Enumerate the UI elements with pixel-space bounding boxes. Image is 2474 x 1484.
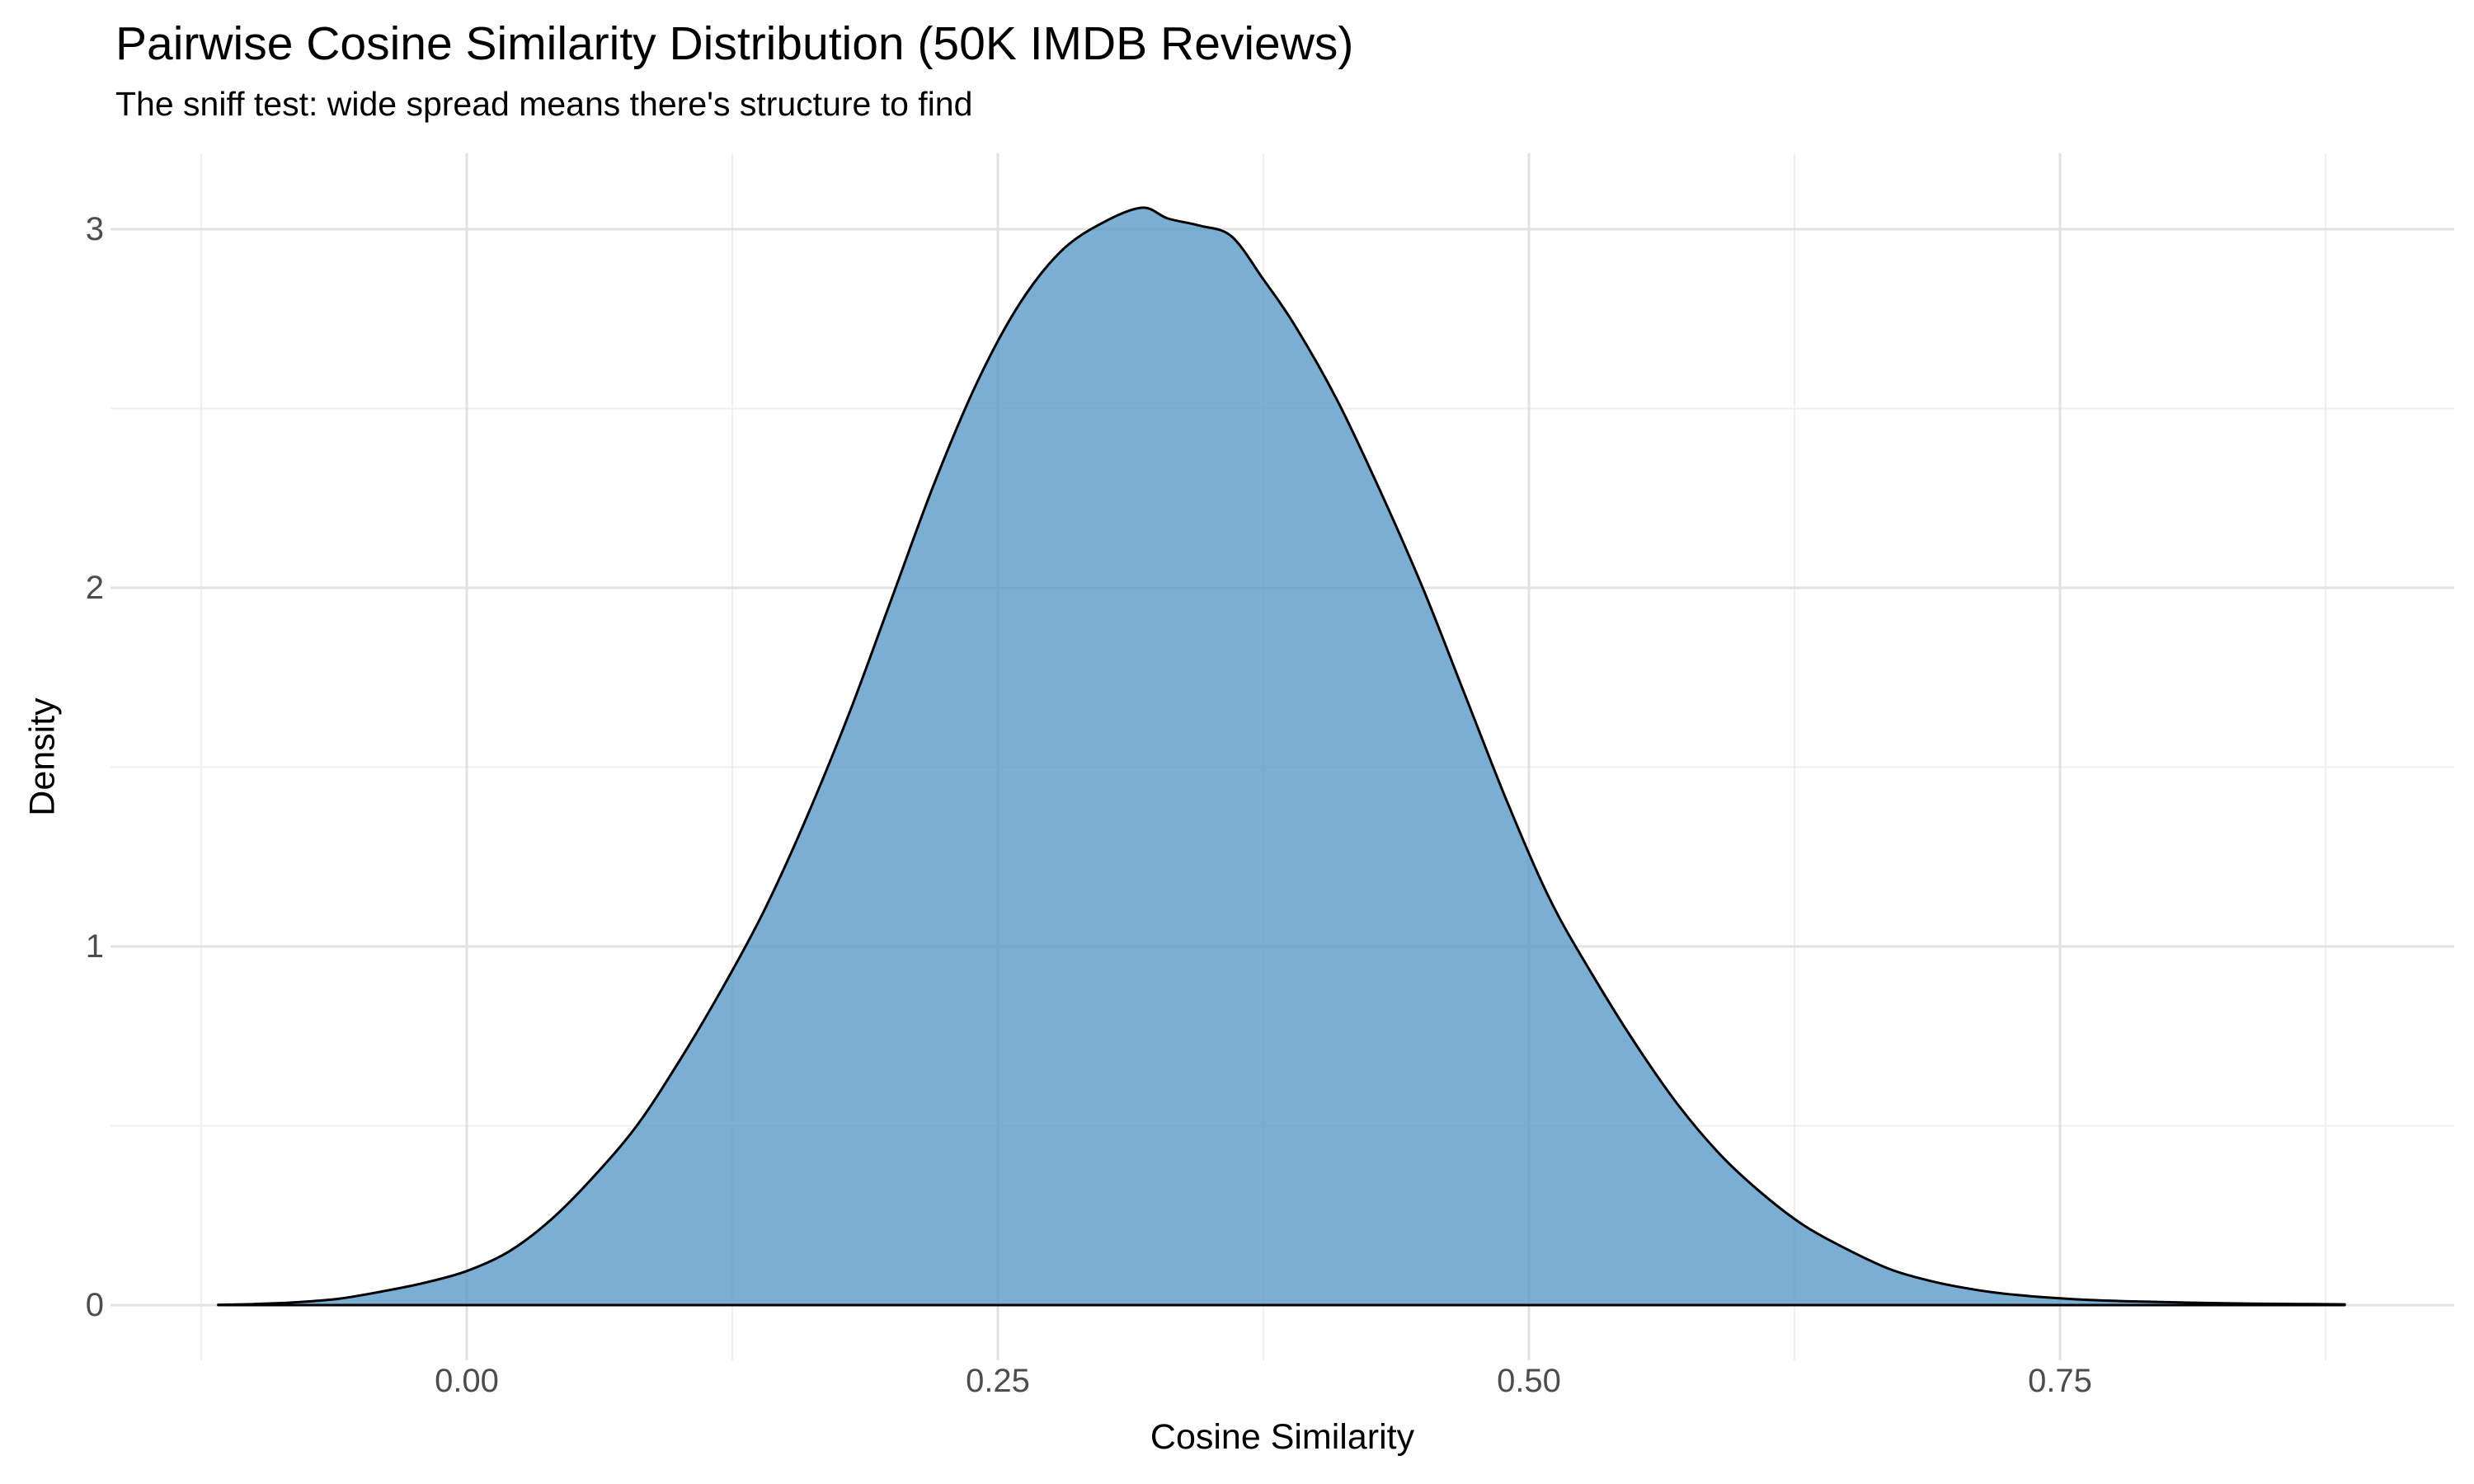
chart-subtitle: The sniff test: wide spread means there'…: [115, 85, 973, 123]
y-axis-title: Density: [22, 697, 63, 816]
y-tick-label: 3: [85, 211, 104, 247]
x-tick-label: 0.50: [1497, 1363, 1561, 1399]
chart-title: Pairwise Cosine Similarity Distribution …: [115, 17, 1354, 70]
density-area: [217, 206, 2346, 1307]
y-tick-label: 0: [85, 1287, 104, 1323]
x-tick-label: 0.25: [966, 1363, 1030, 1399]
x-axis-title: Cosine Similarity: [1150, 1417, 1415, 1457]
x-tick-label: 0.75: [2028, 1363, 2092, 1399]
x-tick-label: 0.00: [435, 1363, 499, 1399]
y-tick-label: 2: [85, 570, 104, 606]
y-tick-label: 1: [85, 928, 104, 965]
